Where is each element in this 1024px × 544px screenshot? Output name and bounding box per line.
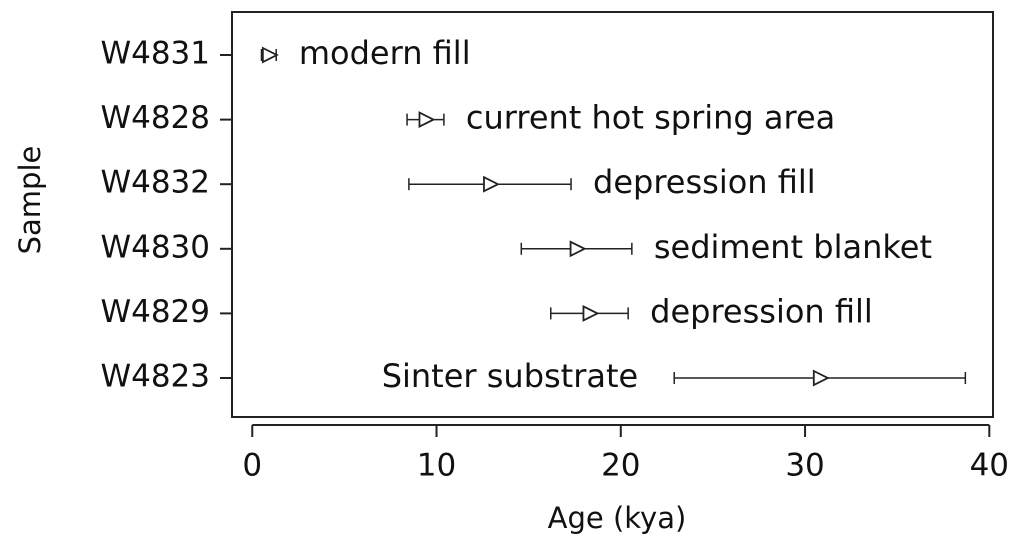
point-marker <box>582 304 600 322</box>
x-axis-label: Age (kya) <box>548 501 687 535</box>
plot-frame <box>231 11 994 418</box>
annotation: current hot spring area <box>466 99 835 137</box>
y-axis-label: Sample <box>13 146 47 255</box>
y-tick-label: W4828 <box>100 100 210 136</box>
point-marker <box>418 111 436 129</box>
y-tick-label: W4830 <box>100 229 210 265</box>
y-tick-label: W4831 <box>100 36 210 72</box>
annotation: depression fill <box>650 292 873 330</box>
annotation: depression fill <box>593 163 816 201</box>
annotation: modern fill <box>299 34 471 72</box>
point-marker <box>261 46 279 64</box>
annotation: sediment blanket <box>654 228 932 266</box>
x-tick-label: 10 <box>417 448 456 484</box>
point-marker <box>569 240 587 258</box>
annotation: Sinter substrate <box>382 357 639 395</box>
y-tick-label: W4832 <box>100 165 210 201</box>
x-tick-label: 0 <box>242 448 262 484</box>
x-tick-label: 40 <box>970 448 1009 484</box>
point-marker <box>812 369 830 387</box>
x-tick-label: 30 <box>785 448 824 484</box>
point-marker <box>483 175 500 193</box>
y-tick-label: W4823 <box>100 359 210 395</box>
y-tick-label: W4829 <box>100 294 210 330</box>
x-tick-label: 20 <box>601 448 640 484</box>
